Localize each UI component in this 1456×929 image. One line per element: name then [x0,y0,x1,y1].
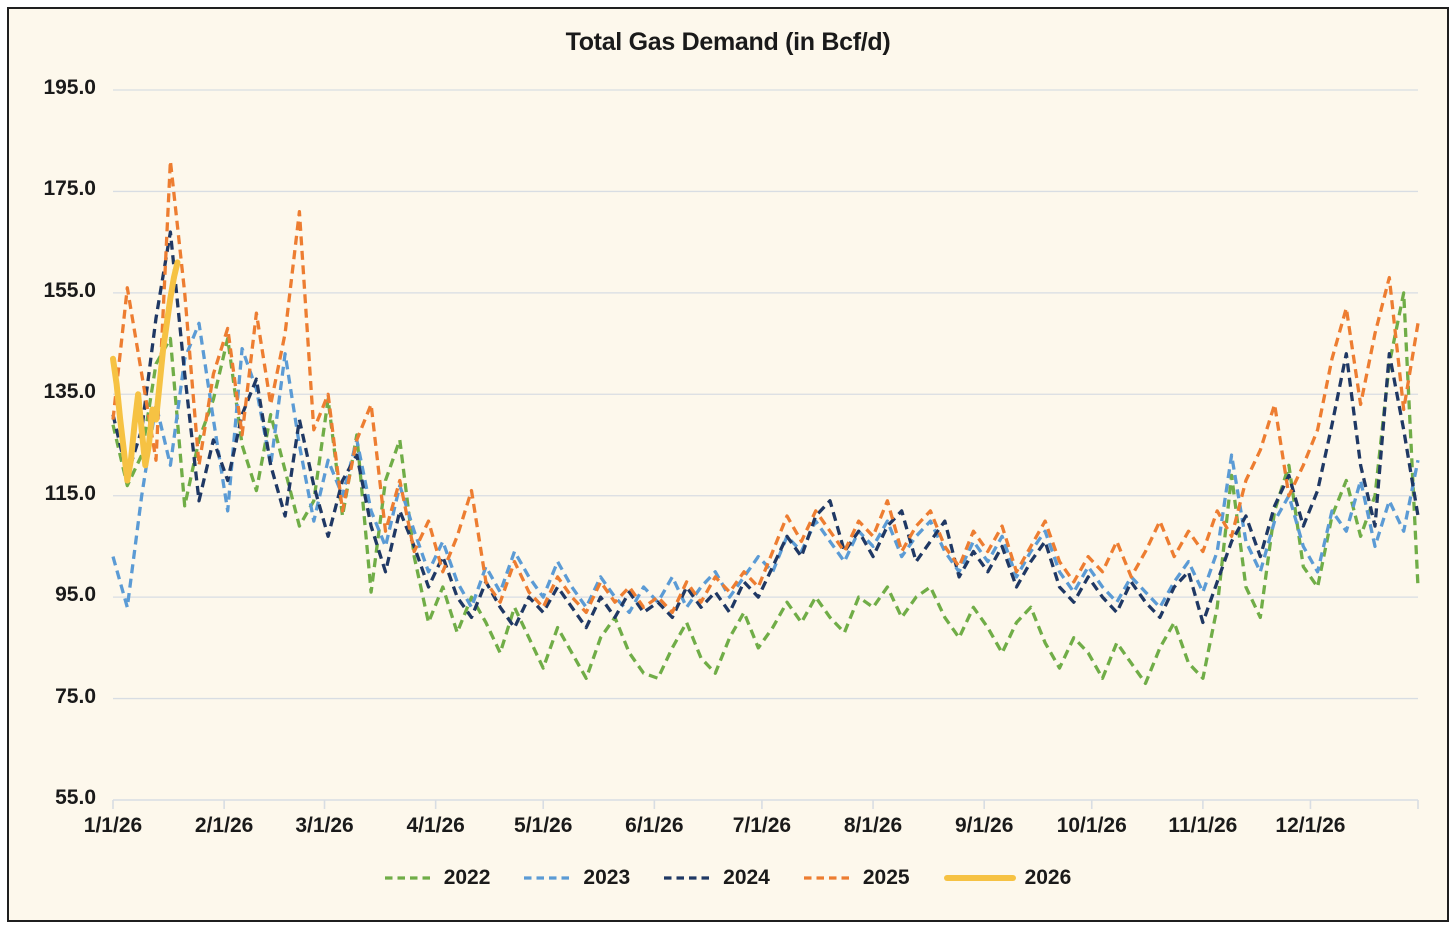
legend-item-2026: 2026 [943,866,1072,890]
legend-label-2025: 2025 [862,866,910,889]
y-axis-label: 75.0 [55,684,96,708]
x-axis-label: 12/1/26 [1275,814,1346,837]
legend-swatch-2023 [524,876,575,880]
legend-item-2024: 2024 [664,866,770,890]
legend-label-2024: 2024 [723,866,770,889]
legend-swatch-2024 [664,876,715,880]
chart-title: Total Gas Demand (in Bcf/d) [565,28,891,56]
legend-label-2022: 2022 [443,866,491,889]
series-line-2024 [111,230,1420,630]
y-axis-label: 135.0 [43,380,96,404]
y-axis-label: 95.0 [55,583,96,607]
x-axis-label: 3/1/26 [295,814,354,837]
legend-item-2023: 2023 [524,866,630,890]
y-axis-label: 195.0 [43,76,96,99]
x-axis-label: 8/1/26 [843,814,903,837]
legend-swatch-2025 [803,876,854,880]
x-axis-label: 11/1/26 [1168,814,1238,837]
legend-label-2026: 2026 [1024,866,1072,889]
x-axis-label: 5/1/26 [514,814,573,837]
x-axis-label: 1/1/26 [83,814,143,837]
x-axis-label: 10/1/26 [1056,814,1127,837]
x-axis-label: 9/1/26 [954,814,1014,837]
series-line-2026 [110,259,181,484]
legend-swatch-2022 [384,876,435,880]
y-axis-label: 115.0 [44,481,96,505]
x-axis-label: 6/1/26 [625,814,684,837]
legend: 2022 2023 2024 2025 2026 [0,866,1456,890]
x-axis-label: 4/1/26 [406,814,465,837]
y-axis-label: 175.0 [43,177,96,201]
x-axis-label: 7/1/26 [732,814,792,837]
x-axis-label: 2/1/26 [194,814,254,837]
legend-label-2023: 2023 [583,866,631,889]
legend-swatch-2026 [943,875,1016,881]
series-line-2022 [111,291,1420,686]
y-axis-label: 155.0 [43,278,96,302]
series-line-2025 [111,159,1420,615]
legend-item-2025: 2025 [803,866,910,890]
series-line-2023 [111,321,1420,615]
legend-item-2022: 2022 [384,866,491,890]
y-axis-label: 55.0 [55,786,96,809]
